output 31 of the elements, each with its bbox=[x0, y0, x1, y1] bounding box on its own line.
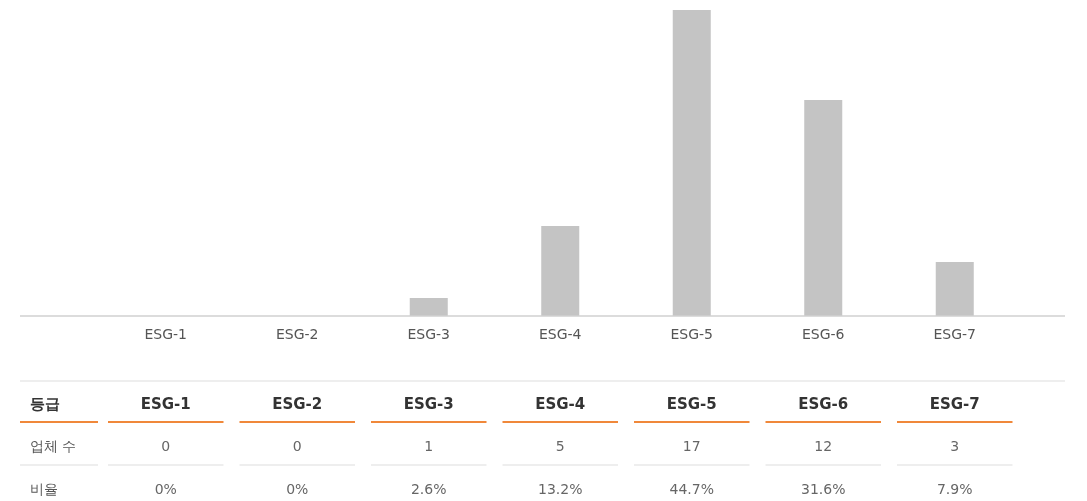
text: 31.6% bbox=[801, 481, 846, 497]
x-tick-label: ESG-5 bbox=[670, 326, 714, 342]
data-label: 0 bbox=[161, 438, 171, 454]
data-label: 5 bbox=[555, 438, 565, 454]
data-label: 0 bbox=[292, 438, 302, 454]
text: 0% bbox=[286, 481, 309, 497]
category-label: ESG-2 bbox=[272, 395, 323, 413]
x-tick-label: ESG-7 bbox=[933, 326, 977, 342]
text: 13.2% bbox=[538, 481, 583, 497]
category-label: ESG-7 bbox=[929, 395, 980, 413]
data-label: 17 bbox=[682, 438, 701, 454]
category-label: ESG-6 bbox=[798, 395, 849, 413]
text: 44.7% bbox=[669, 481, 714, 497]
category-label: ESG-4 bbox=[535, 395, 586, 413]
x-tick-label: ESG-6 bbox=[801, 326, 845, 342]
category-label: ESG-1 bbox=[140, 395, 191, 413]
text: 비율 bbox=[30, 481, 58, 497]
text: 7.9% bbox=[936, 481, 973, 497]
x-tick-label: ESG-1 bbox=[144, 326, 188, 342]
x-tick-label: ESG-2 bbox=[275, 326, 319, 342]
text: 등급 bbox=[30, 395, 60, 413]
data-label: 12 bbox=[814, 438, 833, 454]
category-label: ESG-5 bbox=[666, 395, 717, 413]
category-label: ESG-3 bbox=[403, 395, 454, 413]
data-label: 1 bbox=[424, 438, 434, 454]
data-label: 3 bbox=[950, 438, 960, 454]
text: 0% bbox=[154, 481, 177, 497]
text: 2.6% bbox=[410, 481, 447, 497]
x-tick-label: ESG-4 bbox=[538, 326, 582, 342]
text: 업체 수 bbox=[30, 438, 77, 454]
x-tick-label: ESG-3 bbox=[407, 326, 451, 342]
